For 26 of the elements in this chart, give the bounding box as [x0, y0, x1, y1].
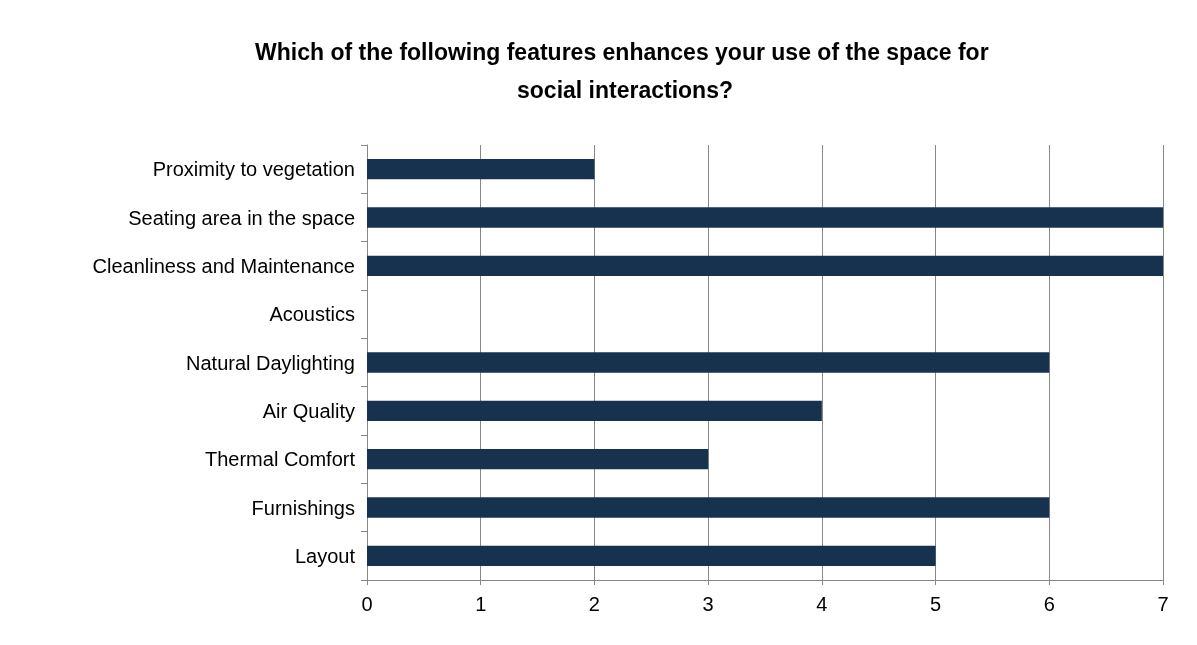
x-tick-label: 4 [816, 593, 828, 615]
x-tick-label: 5 [930, 593, 942, 615]
bar [367, 400, 822, 421]
y-tick-label: Furnishings [251, 496, 355, 519]
x-tick-label: 6 [1043, 593, 1055, 615]
x-tick-label: 1 [475, 593, 487, 615]
bar [367, 545, 936, 566]
y-tick-label: Acoustics [269, 303, 355, 326]
x-tick-label: 7 [1157, 593, 1169, 615]
y-tick-label: Air Quality [262, 399, 355, 422]
y-tick-label: Cleanliness and Maintenance [92, 254, 355, 277]
y-tick-label: Thermal Comfort [204, 448, 356, 471]
bar [367, 449, 709, 470]
x-tick-label: 3 [702, 593, 714, 615]
bar [367, 207, 1163, 228]
bar [367, 497, 1050, 518]
chart-title: Which of the following features enhances your use of the space for social interactions? [255, 39, 995, 103]
bar [367, 352, 1050, 373]
x-tick-label: 0 [361, 593, 373, 615]
bar [367, 159, 595, 180]
y-tick-label: Layout [294, 544, 356, 567]
y-tick-label: Natural Daylighting [186, 351, 355, 374]
y-tick-label: Proximity to vegetation [152, 158, 355, 181]
x-tick-label: 2 [588, 593, 600, 615]
y-tick-label: Seating area in the space [128, 206, 355, 229]
bar [367, 255, 1163, 276]
